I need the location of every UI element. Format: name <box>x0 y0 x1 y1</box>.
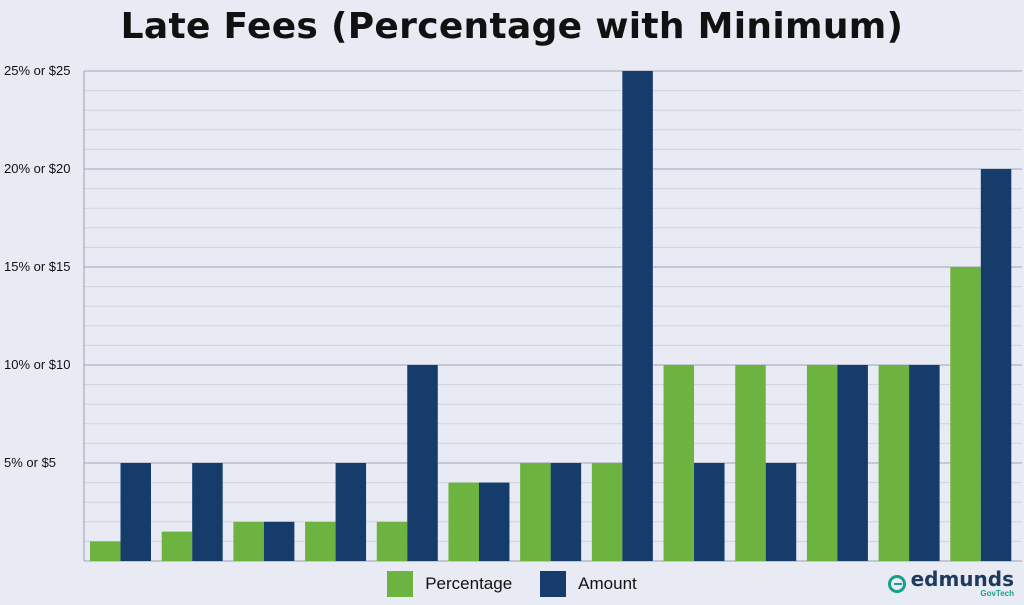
legend-item-percentage: Percentage <box>387 571 512 597</box>
y-tick-label: 25% or $25 <box>4 63 71 78</box>
y-tick-label: 20% or $20 <box>4 161 71 176</box>
bar-amount-3 <box>263 521 295 561</box>
y-tick-labels: 5% or $5 10% or $10 15% or $15 20% or $20 25… <box>4 63 71 470</box>
brand-logo: edmunds GovTech <box>887 567 1014 598</box>
chart-title: Late Fees (Percentage with Minimum) <box>120 6 904 47</box>
bar-amount-8 <box>622 71 653 561</box>
bar-percentage-3 <box>233 521 264 561</box>
y-tick-label: 15% or $15 <box>4 259 71 274</box>
bar-amount-4 <box>335 463 367 561</box>
bar-percentage-1 <box>90 541 121 561</box>
bar-percentage-11 <box>806 365 838 561</box>
legend: Percentage Amount <box>0 571 1024 597</box>
legend-label-percentage: Percentage <box>425 574 513 593</box>
legend-item-amount: Amount <box>540 571 637 597</box>
bars <box>90 71 1012 561</box>
bar-percentage-7 <box>520 463 551 561</box>
brand-name: edmunds <box>910 567 1014 591</box>
bar-percentage-6 <box>448 482 479 561</box>
bar-amount-9 <box>694 463 725 561</box>
bar-amount-2 <box>192 463 223 561</box>
edmunds-logo-icon <box>887 574 906 593</box>
bar-amount-1 <box>120 463 151 561</box>
brand-subtitle: GovTech <box>980 589 1014 598</box>
bar-percentage-4 <box>305 521 336 561</box>
bar-amount-6 <box>478 482 510 561</box>
legend-swatch-amount <box>540 571 567 597</box>
bar-percentage-12 <box>878 365 910 561</box>
bar-percentage-2 <box>161 531 193 561</box>
bar-percentage-13 <box>950 267 981 561</box>
bar-percentage-9 <box>663 365 695 561</box>
legend-swatch-percentage <box>387 571 414 597</box>
bar-amount-11 <box>837 365 868 561</box>
bar-percentage-10 <box>735 365 766 561</box>
bar-amount-7 <box>550 463 582 561</box>
y-tick-label: 10% or $10 <box>4 357 71 372</box>
bar-amount-12 <box>909 365 940 561</box>
bar-percentage-8 <box>591 463 623 561</box>
y-tick-label: 5% or $5 <box>4 455 56 470</box>
bar-amount-13 <box>980 169 1012 561</box>
bar-percentage-5 <box>376 521 408 561</box>
bar-amount-10 <box>765 463 797 561</box>
legend-label-amount: Amount <box>578 574 637 593</box>
gridlines <box>84 70 1022 542</box>
bar-amount-5 <box>407 365 438 561</box>
